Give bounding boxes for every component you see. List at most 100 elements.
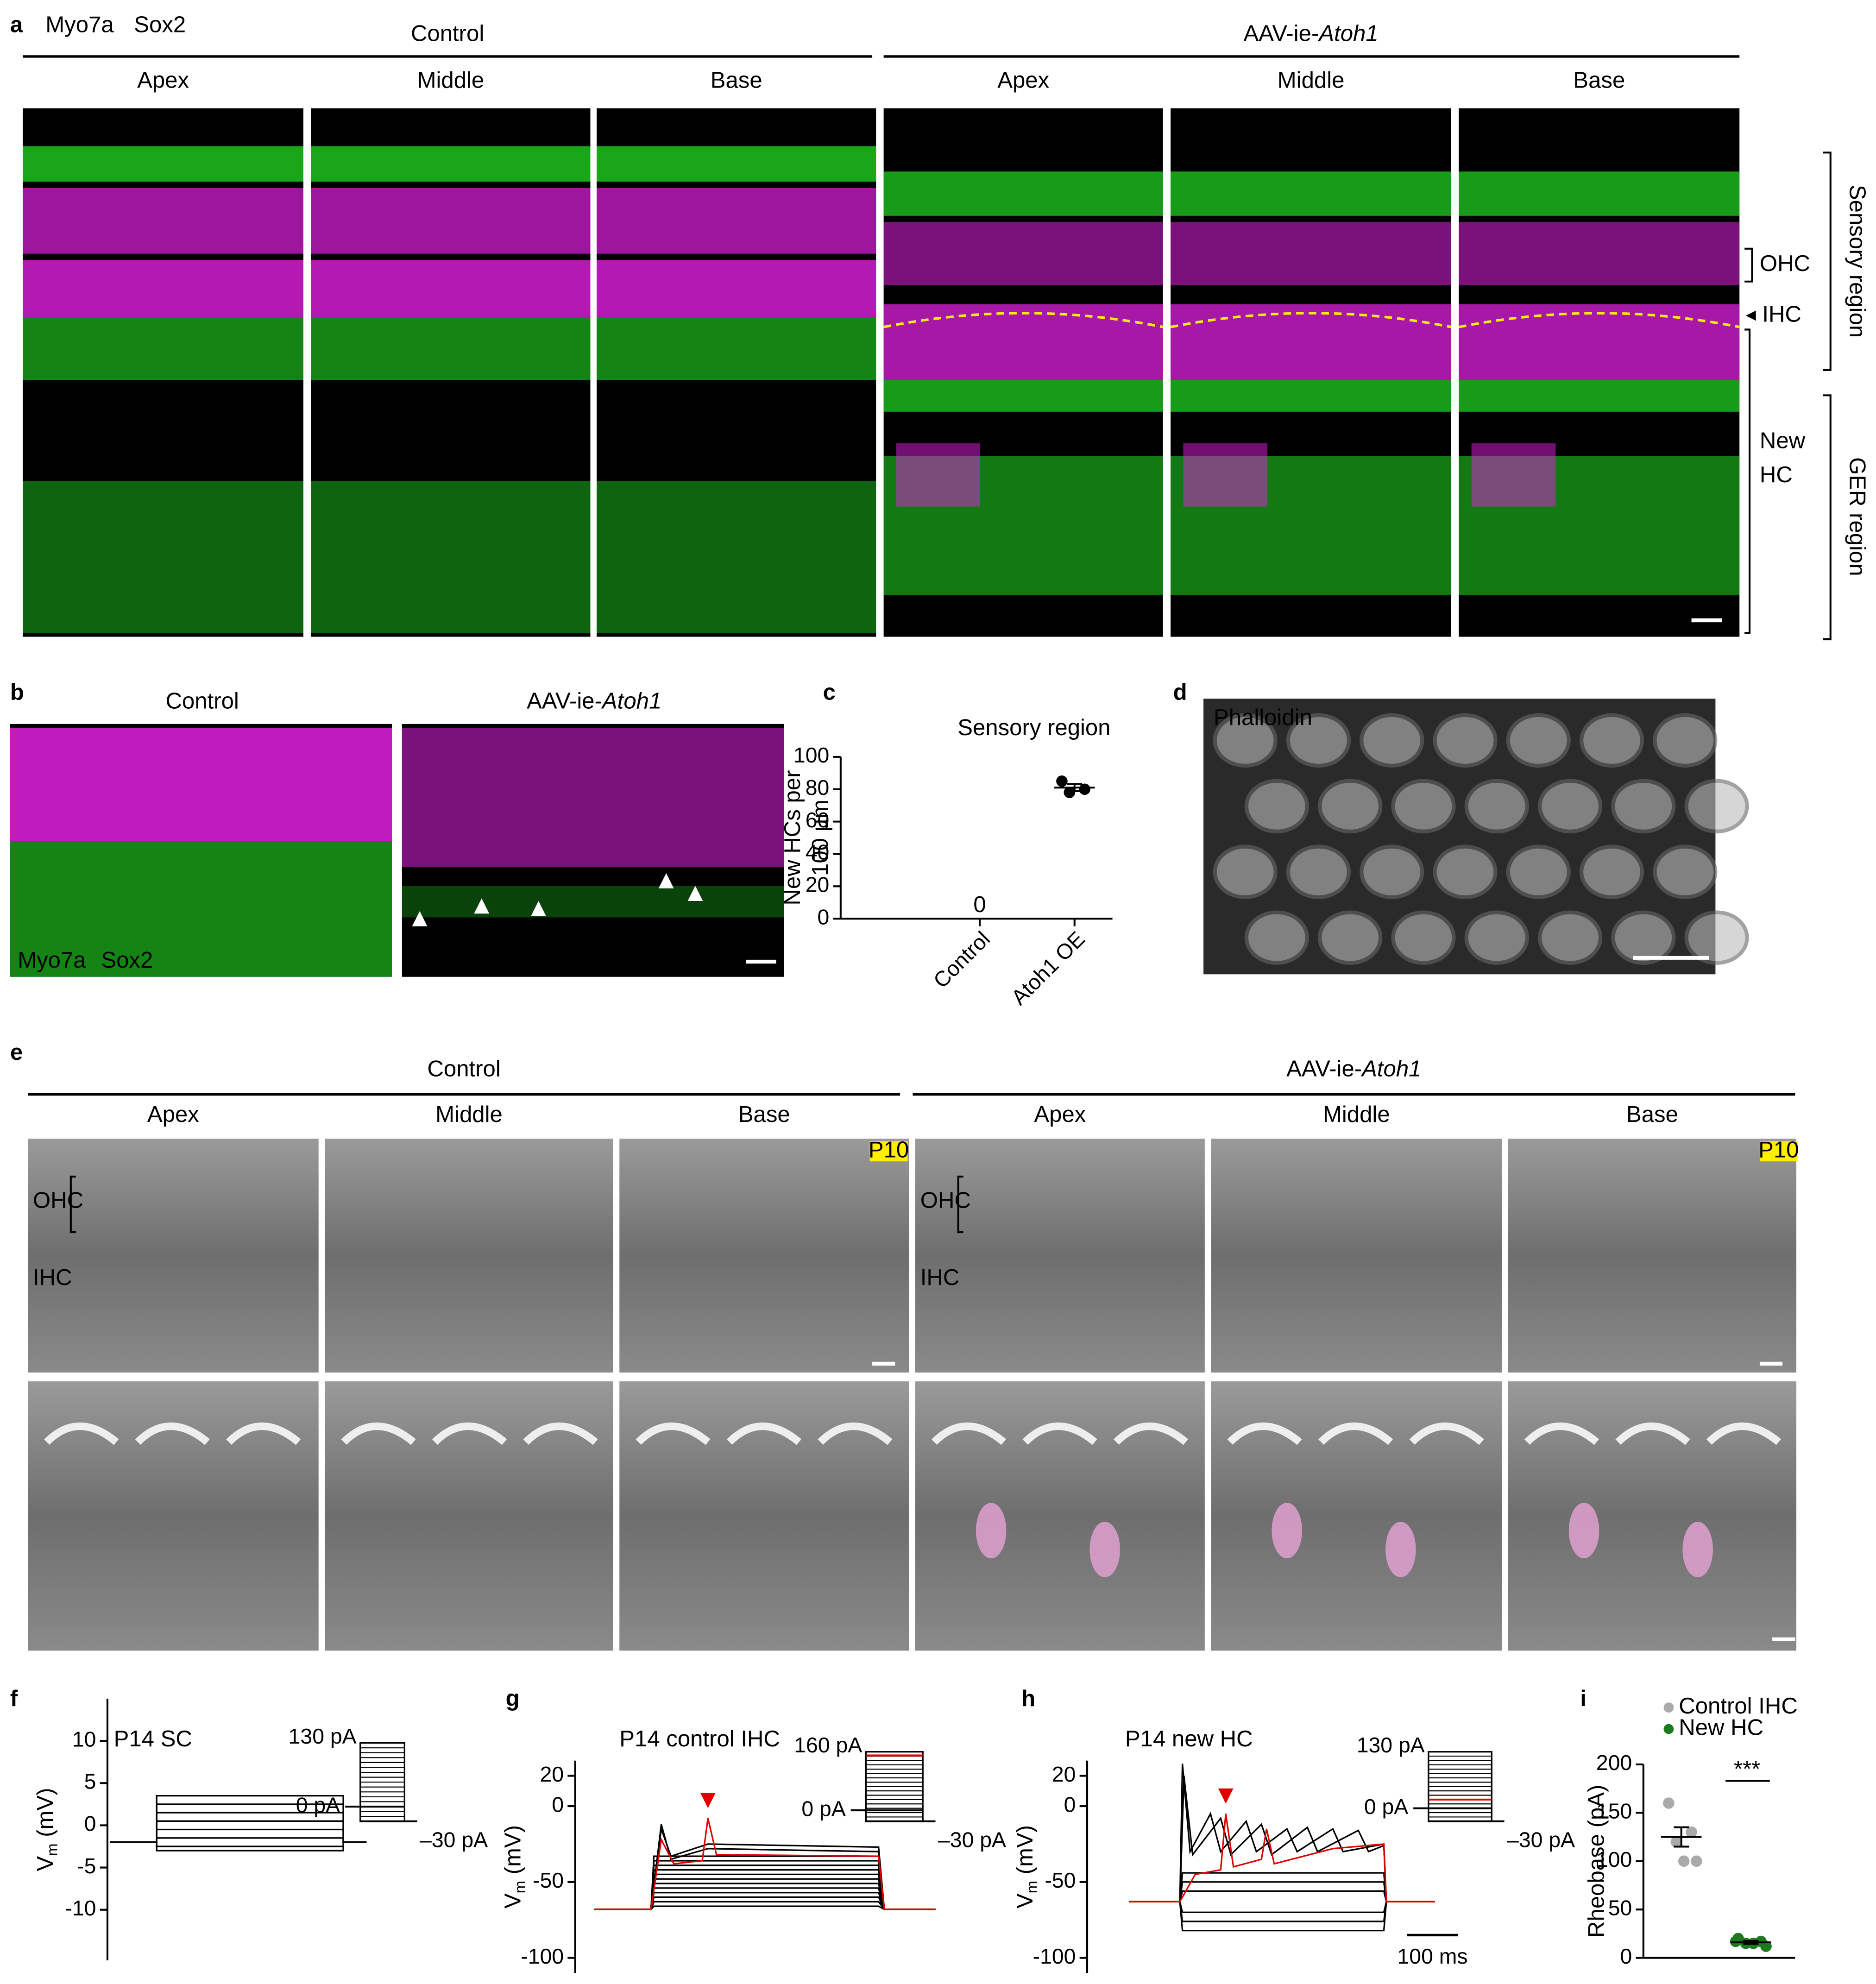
cell-outline [1360, 844, 1424, 899]
y-tick-label: -100 [521, 1944, 564, 1968]
y-tick-label: -50 [1045, 1868, 1076, 1892]
stain-legend: Phalloidin [1214, 705, 1312, 730]
new-hc-bundle [1682, 1521, 1713, 1578]
stereocilia [1409, 1422, 1484, 1445]
stain-legend: Sox2 [101, 948, 153, 973]
image [23, 317, 303, 380]
image [1171, 380, 1452, 412]
point [1686, 1826, 1697, 1838]
trace [1129, 1764, 1435, 1903]
stimulus-label: –30 pA [1507, 1828, 1575, 1852]
image [1508, 1381, 1797, 1651]
image [1459, 304, 1740, 380]
new-hc-bundle [1385, 1521, 1416, 1578]
chart-title: P14 SC [114, 1726, 192, 1751]
y-tick-label: 10 [72, 1727, 96, 1751]
stimulus-label: 130 pA [1357, 1733, 1425, 1757]
cell-outline [1580, 844, 1644, 899]
stereocilia [1114, 1422, 1189, 1445]
bracket [1744, 328, 1751, 634]
label-part: Atoh1 [1317, 21, 1378, 46]
image [597, 188, 876, 254]
group-label: Control [427, 1057, 500, 1082]
image [619, 1139, 909, 1373]
stereocilia [135, 1422, 210, 1445]
label-part: (mV) [33, 1788, 58, 1837]
y-axis-label: Vm (mV) [501, 1825, 528, 1908]
y-tick-label: 150 [1596, 1799, 1632, 1823]
new-hc-bundle [976, 1503, 1007, 1559]
panel-letter: g [506, 1686, 520, 1711]
column-label: Base [738, 1102, 790, 1127]
boundary [1458, 312, 1740, 328]
point [1056, 775, 1068, 787]
stereocilia [1706, 1422, 1782, 1445]
y-axis-label: Vm (mV) [33, 1788, 60, 1871]
panel-letter: i [1580, 1686, 1586, 1711]
stain-legend: Sox2 [134, 12, 186, 37]
column-label: Apex [997, 68, 1049, 93]
panel-letter: c [823, 680, 836, 705]
label-part: (mV) [501, 1825, 526, 1874]
cell-outline [1391, 779, 1456, 833]
label-part: AAV-ie- [1286, 1057, 1362, 1082]
panel-letter: d [1173, 680, 1187, 705]
bracket [1744, 247, 1753, 283]
image [28, 1381, 319, 1651]
cell-outline [1286, 844, 1351, 899]
cell-outline [1684, 910, 1749, 965]
label-part: m [511, 1881, 528, 1893]
y-tick-label: 20 [806, 873, 830, 897]
image [883, 171, 1163, 216]
column-label: Base [1626, 1102, 1678, 1127]
group-label: AAV-ie-Atoh1 [1243, 21, 1378, 46]
stereocilia [1318, 1422, 1393, 1445]
trace [1129, 1901, 1435, 1922]
x-tick-label: Control [929, 926, 995, 992]
stereocilia [726, 1422, 802, 1445]
group-label: Control [166, 689, 239, 714]
image [915, 1139, 1205, 1373]
cell-outline [1360, 713, 1424, 768]
cell-label: OHC [33, 1188, 83, 1213]
image [311, 317, 591, 380]
column-label: Middle [417, 68, 485, 93]
trace [594, 1818, 936, 1910]
stain-legend: Myo7a [18, 948, 86, 973]
cell-outline [1537, 910, 1603, 965]
image [10, 841, 392, 977]
cell-outline [1611, 910, 1676, 965]
y-tick-label: 0 [817, 905, 829, 929]
y-tick-label: -50 [533, 1868, 564, 1892]
label-part: AAV-ie- [527, 689, 602, 714]
y-tick-label: 0 [552, 1792, 564, 1816]
age-label: P10 [869, 1137, 909, 1162]
image [883, 222, 1163, 285]
cell-outline [1318, 910, 1383, 965]
group-label: AAV-ie-Atoh1 [527, 689, 661, 714]
image [1171, 222, 1452, 285]
panel-letter: f [10, 1686, 18, 1711]
cell-outline [1580, 713, 1644, 768]
y-tick-label: 100 [793, 743, 829, 767]
panel-letter: a [10, 12, 23, 37]
cell-outline [1286, 713, 1351, 768]
y-tick-label: 20 [1052, 1762, 1076, 1786]
trace [1129, 1872, 1435, 1903]
value-label: 0 [973, 892, 986, 917]
label-part: m [43, 1844, 60, 1856]
legend-marker [1663, 1702, 1674, 1713]
trace [110, 1820, 367, 1843]
column-label: Apex [137, 68, 189, 93]
arrowhead [412, 911, 428, 926]
chart-title: P14 control IHC [619, 1726, 780, 1751]
arrowhead [1218, 1788, 1234, 1804]
y-tick-label: 60 [806, 808, 830, 832]
age-label: P10 [1758, 1137, 1799, 1162]
legend-marker [1663, 1724, 1674, 1734]
cell-label: New [1760, 428, 1806, 453]
y-tick-label: 50 [1608, 1896, 1632, 1920]
stimulus-label: 0 pA [1364, 1795, 1408, 1819]
column-label: Apex [1034, 1102, 1086, 1127]
image [1471, 443, 1556, 507]
